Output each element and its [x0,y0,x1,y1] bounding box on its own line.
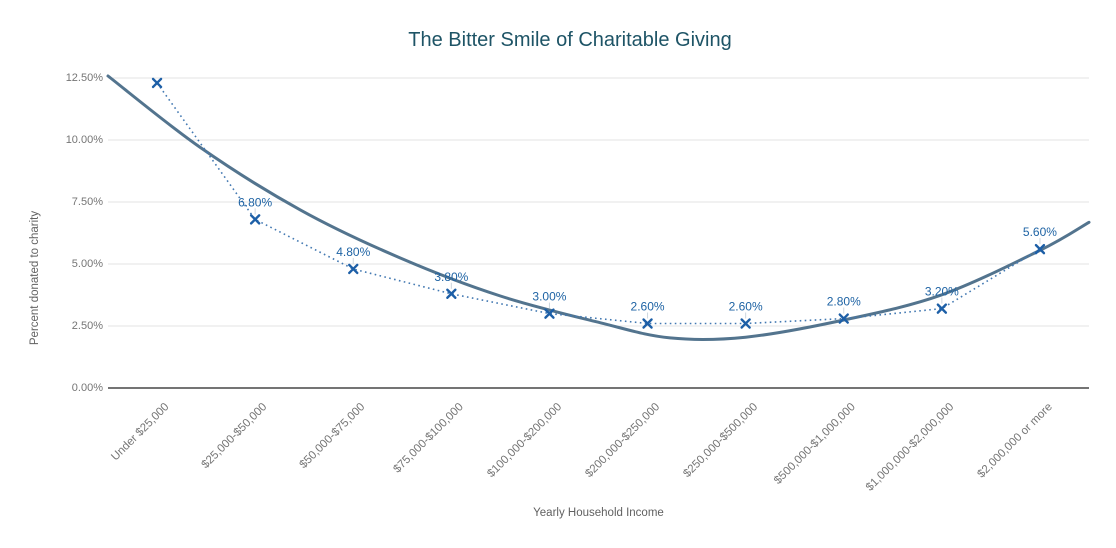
data-point-label: 2.80% [827,295,861,309]
data-point-label: 2.60% [729,300,763,314]
data-point-label: 2.60% [631,300,665,314]
y-axis-tick-label: 0.00% [71,382,103,394]
data-point-marker[interactable] [642,318,653,329]
data-point-label: 5.60% [1023,225,1057,239]
data-point-marker[interactable] [151,77,163,89]
data-point-marker[interactable] [249,214,261,225]
chart-title: The Bitter Smile of Charitable Giving [408,29,732,51]
data-point-marker[interactable] [544,308,555,319]
data-point-marker[interactable] [348,263,359,275]
data-point-label: 6.80% [238,195,272,209]
x-axis-title: Yearly Household Income [533,507,664,519]
data-point-label: 4.80% [336,245,370,259]
y-axis-tick-label: 10.00% [65,134,103,146]
y-axis-tick-label: 5.00% [71,258,103,270]
data-point-marker[interactable] [740,318,751,329]
y-axis-tick-label: 12.50% [65,72,103,84]
data-point-marker[interactable] [936,303,948,314]
data-point-marker[interactable] [446,288,457,299]
trendline-curve [106,74,1091,342]
data-point-marker[interactable] [1034,243,1046,255]
data-point-label: 3.80% [434,270,468,284]
data-point-marker[interactable] [838,313,849,324]
y-axis-tick-label: 2.50% [71,320,103,332]
y-axis-tick-label: 7.50% [71,196,103,208]
data-point-label: 3.00% [532,290,566,304]
data-point-label: 3.20% [925,285,959,299]
